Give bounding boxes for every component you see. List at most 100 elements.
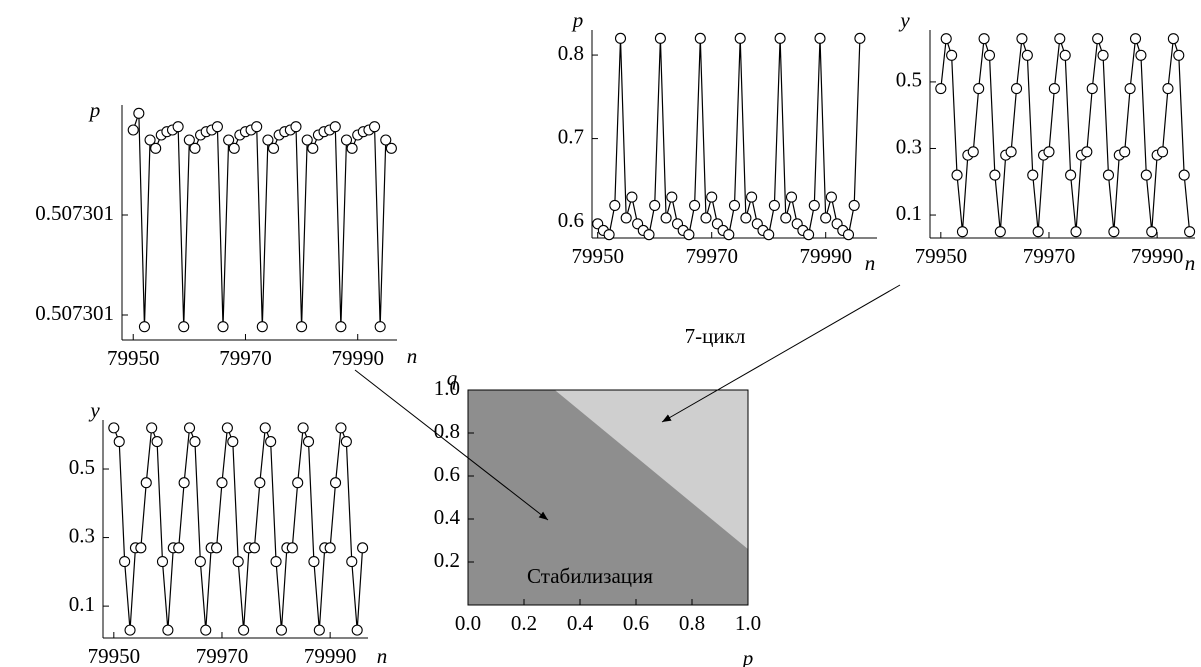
data-point xyxy=(1129,33,1142,45)
data-point xyxy=(232,556,244,568)
data-point xyxy=(935,83,947,95)
data-point xyxy=(768,199,780,211)
data-point xyxy=(683,229,695,241)
y-tick-label: 0.1 xyxy=(896,201,922,225)
data-point xyxy=(694,32,706,44)
data-point xyxy=(780,212,792,224)
data-point xyxy=(666,191,678,203)
x-axis-label: n xyxy=(865,251,876,275)
data-point xyxy=(369,121,381,133)
data-point xyxy=(228,142,240,154)
data-point xyxy=(340,134,353,146)
data-point xyxy=(967,146,979,158)
x-axis-label: n xyxy=(407,344,418,368)
y-tick-label: 0.2 xyxy=(434,548,460,572)
data-point xyxy=(227,436,239,448)
data-point xyxy=(138,321,150,333)
data-point xyxy=(654,32,666,44)
y-tick-label: 0.5 xyxy=(896,68,922,92)
x-tick-label: 79950 xyxy=(915,244,968,268)
data-point xyxy=(335,321,347,333)
data-point xyxy=(660,212,672,224)
y-tick-label: 0.507301 xyxy=(35,301,114,325)
data-point xyxy=(820,212,832,224)
y-axis-label: p xyxy=(571,8,584,32)
arrow xyxy=(354,369,549,521)
data-point xyxy=(346,142,358,154)
y-tick-label: 0.8 xyxy=(558,41,584,65)
data-point xyxy=(774,32,786,44)
data-point xyxy=(1021,49,1033,61)
data-point xyxy=(1054,33,1066,45)
data-point xyxy=(1043,146,1055,158)
data-point xyxy=(297,422,309,434)
data-point xyxy=(330,477,342,489)
data-point xyxy=(211,121,223,133)
data-point xyxy=(1124,83,1136,95)
data-point xyxy=(108,422,120,434)
data-point xyxy=(994,226,1006,238)
data-point xyxy=(385,142,397,154)
data-point xyxy=(346,556,358,568)
data-point xyxy=(329,121,341,133)
data-point xyxy=(194,556,206,568)
data-point xyxy=(173,542,185,554)
data-point xyxy=(351,624,363,636)
data-point xyxy=(259,422,271,434)
data-point xyxy=(211,542,223,554)
data-point xyxy=(146,422,158,434)
data-point xyxy=(973,83,985,95)
y-tick-label: 0.1 xyxy=(69,592,95,616)
x-tick-label: 0.0 xyxy=(455,611,481,635)
data-point xyxy=(162,624,174,636)
data-point xyxy=(825,191,837,203)
data-point xyxy=(256,321,268,333)
data-point xyxy=(172,121,184,133)
series-line xyxy=(940,38,1191,232)
data-point xyxy=(649,199,661,211)
data-point xyxy=(1162,83,1174,95)
data-point xyxy=(221,422,233,434)
data-point xyxy=(265,436,277,448)
data-point xyxy=(144,134,156,146)
data-point xyxy=(124,624,136,636)
data-point xyxy=(1108,226,1120,238)
data-point xyxy=(217,321,229,333)
data-point xyxy=(626,191,638,203)
data-point xyxy=(292,477,304,489)
y-tick-label: 0.3 xyxy=(69,523,95,547)
data-point xyxy=(313,624,325,636)
data-point xyxy=(1092,33,1104,45)
data-point xyxy=(357,542,369,554)
x-tick-label: 79990 xyxy=(1131,244,1184,268)
data-point xyxy=(700,212,712,224)
data-point xyxy=(1097,49,1109,61)
data-point xyxy=(956,226,968,238)
x-tick-label: 0.2 xyxy=(511,611,537,635)
data-point xyxy=(689,199,701,211)
y-axis-label: q xyxy=(447,366,458,390)
data-point xyxy=(1005,146,1017,158)
data-point xyxy=(113,436,125,448)
x-axis-label: n xyxy=(377,644,388,667)
data-point xyxy=(706,191,718,203)
x-axis-label: n xyxy=(1185,251,1196,275)
data-point xyxy=(842,229,855,241)
x-tick-label: 79950 xyxy=(571,244,624,268)
data-point xyxy=(254,477,266,489)
data-point xyxy=(814,32,826,44)
data-point xyxy=(335,422,347,434)
data-point xyxy=(151,436,163,448)
x-tick-label: 79970 xyxy=(196,644,249,667)
data-point xyxy=(286,542,298,554)
y-axis-label: y xyxy=(898,8,910,32)
data-point xyxy=(270,556,282,568)
data-point xyxy=(1048,83,1060,95)
data-point xyxy=(643,229,655,241)
data-point xyxy=(940,33,952,45)
data-point xyxy=(614,32,627,44)
data-point xyxy=(267,142,280,154)
data-point xyxy=(183,134,195,146)
data-point xyxy=(978,33,990,45)
